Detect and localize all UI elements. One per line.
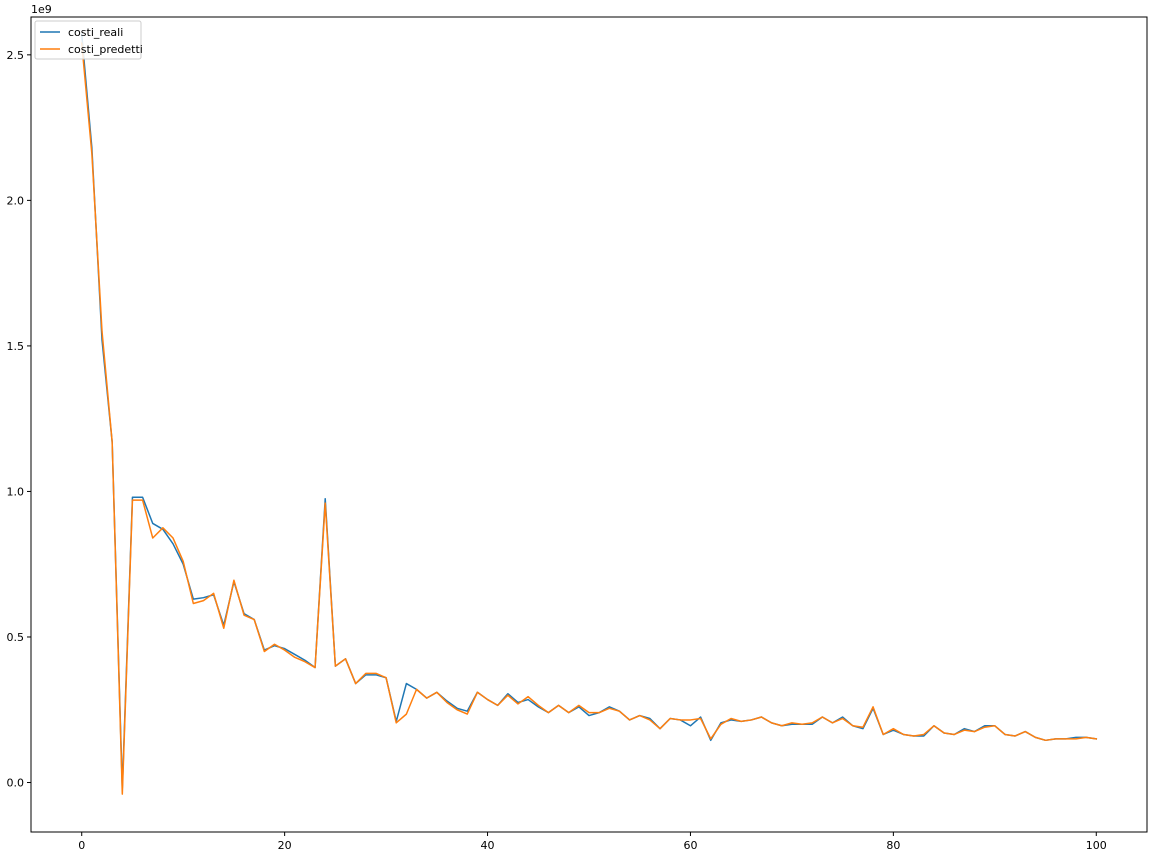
- legend-label: costi_reali: [68, 26, 123, 39]
- series-line-costi-predetti: [80, 42, 1098, 795]
- x-tick-label: 60: [683, 839, 697, 852]
- y-tick-label: 1.5: [7, 340, 25, 353]
- plot-frame: [30, 16, 1148, 833]
- x-tick-label: 80: [886, 839, 900, 852]
- y-offset-label: 1e9: [31, 3, 52, 16]
- series-layer: [80, 33, 1098, 795]
- y-tick-label: 2.0: [7, 194, 25, 207]
- x-tick-label: 20: [278, 839, 292, 852]
- y-tick-label: 0.5: [7, 631, 25, 644]
- y-tick-label: 2.5: [7, 49, 25, 62]
- x-tick-label: 0: [78, 839, 85, 852]
- legend-label: costi_predetti: [68, 43, 143, 56]
- plot-area: [31, 17, 1147, 832]
- y-tick-label: 0.0: [7, 777, 25, 790]
- x-tick-label: 100: [1086, 839, 1107, 852]
- x-tick-label: 40: [481, 839, 495, 852]
- y-tick-label: 1.0: [7, 485, 25, 498]
- y-axis: 0.0 0.5 1.0 1.5 2.0 2.5: [7, 49, 31, 790]
- legend-box: [34, 20, 142, 60]
- x-axis: 0 20 40 60 80 100: [78, 832, 1107, 852]
- legend: costi_reali costi_predetti: [34, 20, 143, 60]
